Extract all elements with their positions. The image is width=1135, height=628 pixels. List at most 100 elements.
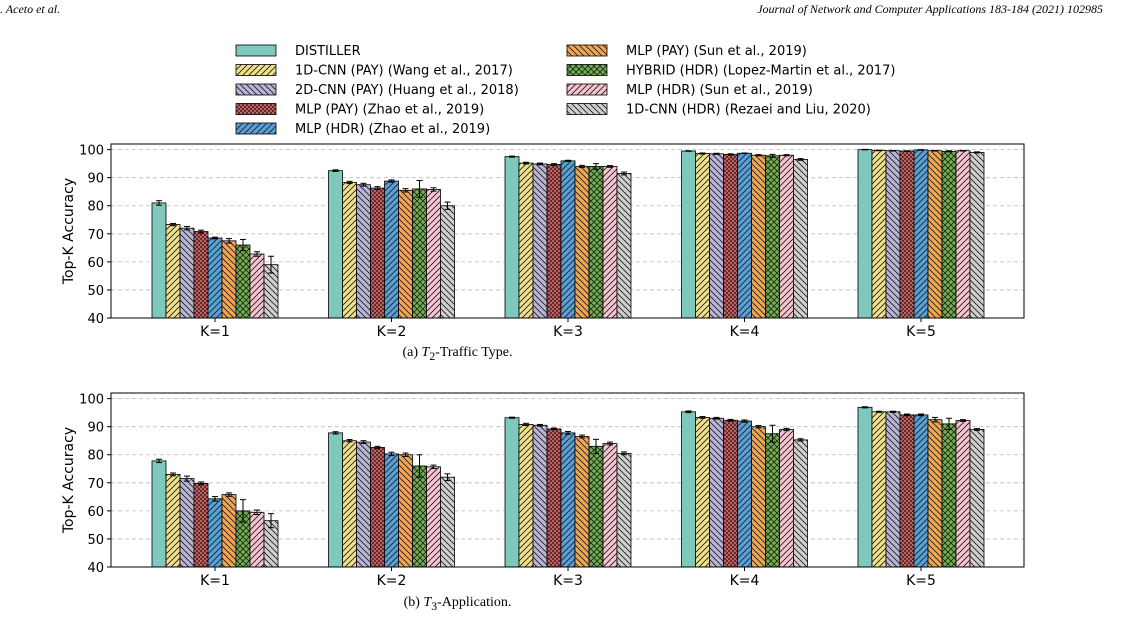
bar [616, 173, 632, 319]
caption-a: (a) T2-Traffic Type. [0, 345, 1025, 363]
error-bar [346, 180, 353, 185]
bar [751, 154, 766, 319]
legend-label: 1D-CNN (HDR) (Rezaei and Liu, 2020) [626, 103, 871, 118]
bar [723, 153, 738, 319]
bar [955, 420, 971, 568]
bar [518, 162, 534, 319]
bar [207, 498, 223, 568]
error-bar [226, 492, 232, 497]
y-tick-label: 70 [87, 228, 104, 243]
y-tick-label: 50 [87, 533, 104, 548]
caption-a-prefix: (a) [402, 345, 422, 360]
error-bar [607, 165, 613, 168]
y-tick-label: 40 [87, 561, 104, 576]
bar [681, 411, 696, 568]
bar [504, 156, 520, 319]
error-bar [509, 416, 515, 419]
error-bar [332, 169, 339, 173]
bar [913, 414, 929, 568]
error-bar [685, 410, 692, 414]
bar [342, 440, 357, 568]
x-tick-label: K=2 [377, 573, 407, 589]
legend-swatch [235, 83, 277, 96]
legend-item: 2D-CNN (PAY) (Huang et al., 2018) [235, 83, 519, 98]
bar [927, 150, 943, 319]
axes-frame [110, 143, 1025, 319]
bar [709, 153, 724, 319]
bar [885, 150, 901, 319]
x-tick-label: K=1 [200, 324, 230, 340]
y-tick-label: 60 [87, 256, 104, 271]
bar [504, 417, 520, 568]
bar [426, 466, 441, 568]
x-tick-label: K=4 [730, 324, 760, 340]
legend: DISTILLER 1D-CNN (PAY) (Wang et al., 2017… [235, 44, 896, 137]
bar [793, 439, 808, 568]
bar [384, 180, 399, 319]
bar [765, 155, 780, 319]
caption-b: (b) T3-Application. [0, 595, 1025, 613]
legend-item: 1D-CNN (HDR) (Rezaei and Liu, 2020) [566, 103, 871, 118]
bar [574, 166, 590, 319]
error-bar [890, 410, 896, 413]
bar [151, 202, 167, 319]
bar [941, 423, 957, 568]
x-tick-label: K=1 [200, 573, 230, 589]
bar [440, 476, 455, 568]
legend-item: MLP (HDR) (Zhao et al., 2019) [235, 122, 490, 137]
bar [616, 452, 632, 568]
legend-label: HYBRID (HDR) (Lopez-Martin et al., 2017) [626, 64, 896, 79]
legend-label: DISTILLER [295, 44, 361, 59]
bar [602, 443, 618, 568]
error-bar [254, 251, 260, 257]
bar [221, 494, 237, 568]
legend-item: MLP (PAY) (Zhao et al., 2019) [235, 103, 484, 118]
error-bar [388, 451, 395, 457]
error-bar [523, 422, 529, 427]
bar [221, 240, 237, 319]
error-bar [960, 419, 966, 422]
running-header-journal: Journal of Network and Computer Applicat… [757, 2, 1103, 16]
y-tick-label: 100 [79, 393, 104, 408]
bar [518, 424, 534, 568]
error-bar [755, 154, 762, 157]
x-tick-label: K=2 [377, 324, 407, 340]
error-bar [332, 431, 339, 435]
x-tick-label: K=4 [730, 573, 760, 589]
bar [193, 482, 209, 568]
bar [440, 205, 455, 319]
bar [384, 453, 399, 568]
error-bar [769, 424, 776, 443]
y-axis-label: Top-K Accuracy [61, 427, 77, 534]
error-bar [797, 158, 804, 161]
bar [546, 428, 562, 568]
error-bar [783, 154, 790, 157]
bar [193, 231, 209, 319]
error-bar [960, 149, 966, 152]
legend-item: MLP (HDR) (Sun et al., 2019) [566, 83, 813, 98]
error-bar [904, 413, 910, 417]
bar [179, 478, 195, 568]
error-bar [537, 423, 543, 427]
error-bar [862, 406, 868, 409]
bar [546, 164, 562, 319]
error-bar [974, 428, 980, 431]
bar [871, 150, 887, 319]
legend-swatch [235, 122, 277, 135]
bar [695, 417, 710, 568]
bar [751, 426, 766, 568]
error-bar [537, 162, 543, 166]
bar [356, 441, 371, 568]
running-header-authors: . Aceto et al. [0, 2, 61, 16]
error-bar [579, 164, 585, 169]
bar [412, 465, 427, 568]
error-bar [212, 496, 218, 502]
legend-swatch [566, 103, 608, 115]
error-bar [170, 472, 176, 477]
bar [695, 153, 710, 319]
bar [779, 154, 794, 319]
error-bar [769, 153, 776, 158]
bar [207, 237, 223, 319]
y-tick-label: 100 [79, 144, 104, 159]
caption-b-subscript: 3 [431, 599, 438, 613]
